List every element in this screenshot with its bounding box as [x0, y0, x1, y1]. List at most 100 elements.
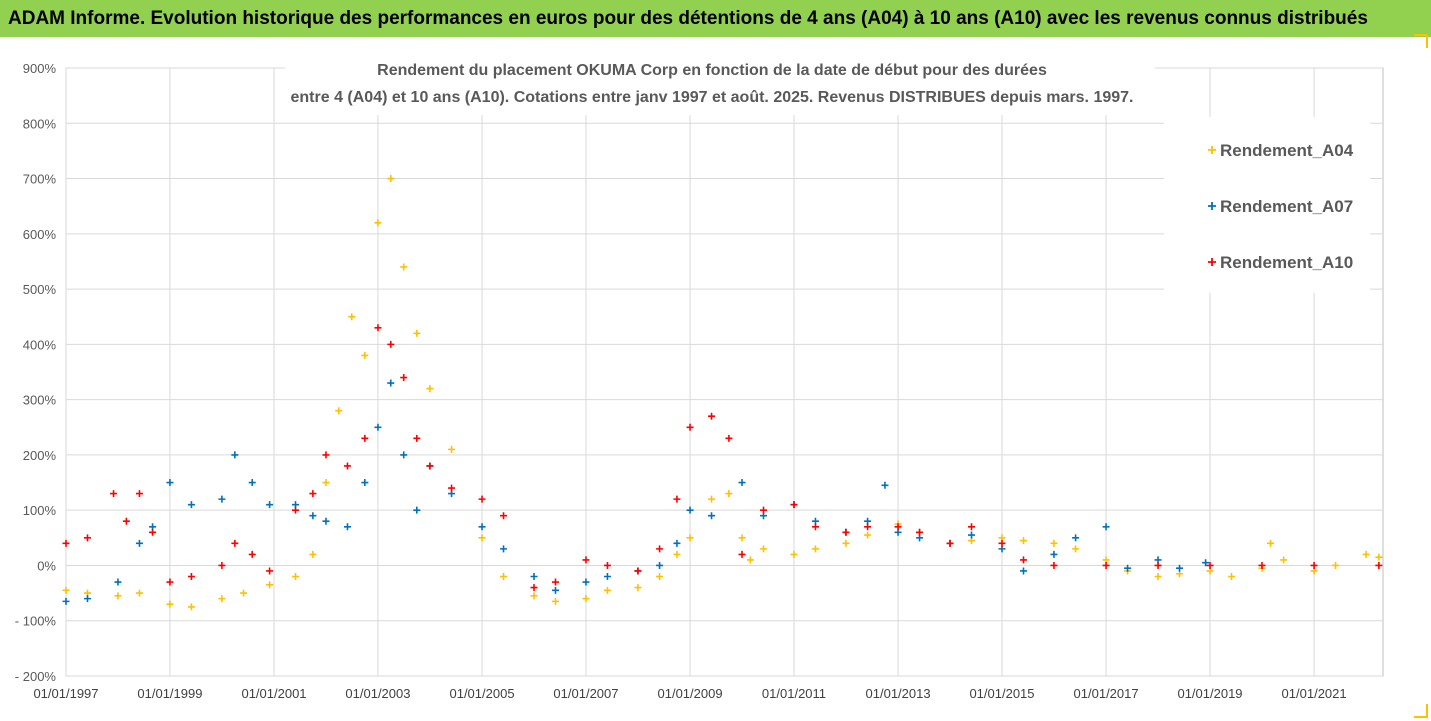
data-point — [122, 517, 130, 525]
data-point — [166, 479, 174, 487]
data-point — [686, 534, 694, 542]
data-point — [400, 263, 408, 271]
data-point — [361, 351, 369, 359]
data-point — [551, 586, 559, 594]
data-point — [1202, 559, 1210, 567]
corner-bottom-right — [1414, 704, 1428, 718]
data-point — [343, 523, 351, 531]
data-point — [478, 534, 486, 542]
data-point — [582, 556, 590, 564]
data-point — [1050, 539, 1058, 547]
data-point — [1050, 550, 1058, 558]
x-axis-ticks: 01/01/1997 01/01/1999 01/01/2001 01/01/2003… — [33, 686, 1346, 701]
data-point — [166, 578, 174, 586]
data-point — [673, 550, 681, 558]
data-point — [530, 584, 538, 592]
y-tick-label: 300% — [23, 393, 57, 408]
data-point — [166, 600, 174, 608]
data-point — [760, 545, 768, 553]
data-point — [811, 523, 819, 531]
series-Rendement_A07 — [62, 379, 1210, 605]
data-point — [83, 595, 91, 603]
data-point — [746, 556, 754, 564]
series-Rendement_A04 — [62, 175, 1383, 611]
data-point — [309, 550, 317, 558]
data-point — [231, 539, 239, 547]
data-point — [1154, 573, 1162, 581]
legend-marker — [1208, 146, 1216, 154]
data-point — [842, 539, 850, 547]
data-point — [790, 550, 798, 558]
x-tick-label: 01/01/2005 — [449, 686, 514, 701]
data-point — [266, 567, 274, 575]
data-point — [603, 573, 611, 581]
data-point — [292, 573, 300, 581]
data-point — [62, 597, 70, 605]
x-tick-label: 01/01/2007 — [553, 686, 618, 701]
data-point — [374, 324, 382, 332]
series-layer — [62, 175, 1383, 611]
data-point — [725, 434, 733, 442]
data-point — [1332, 561, 1340, 569]
data-point — [387, 175, 395, 183]
data-point — [62, 539, 70, 547]
x-tick-label: 01/01/1997 — [33, 686, 98, 701]
legend-label: Rendement_A04 — [1220, 141, 1354, 160]
data-point — [603, 561, 611, 569]
data-point — [361, 434, 369, 442]
data-point — [114, 578, 122, 586]
data-point — [413, 434, 421, 442]
data-point — [686, 423, 694, 431]
data-point — [135, 539, 143, 547]
data-point — [708, 412, 716, 420]
data-point — [335, 407, 343, 415]
data-point — [790, 501, 798, 509]
data-point — [634, 567, 642, 575]
data-point — [240, 589, 248, 597]
y-tick-label: 400% — [23, 337, 57, 352]
x-tick-label: 01/01/2013 — [866, 686, 931, 701]
data-point — [448, 484, 456, 492]
chart-legend: Rendement_A04 Rendement_A07 Rendement_A10 — [1164, 117, 1370, 293]
data-point — [603, 586, 611, 594]
data-point — [760, 506, 768, 514]
data-point — [426, 385, 434, 393]
data-point — [738, 534, 746, 542]
data-point — [387, 379, 395, 387]
data-point — [110, 490, 118, 498]
data-point — [187, 501, 195, 509]
data-point — [218, 561, 226, 569]
data-point — [1102, 523, 1110, 531]
data-point — [842, 528, 850, 536]
data-point — [135, 490, 143, 498]
data-point — [582, 578, 590, 586]
y-tick-label: - 100% — [15, 614, 57, 629]
data-point — [1375, 561, 1383, 569]
data-point — [708, 512, 716, 520]
data-point — [708, 495, 716, 503]
data-point — [551, 597, 559, 605]
data-point — [1258, 561, 1266, 569]
data-point — [348, 313, 356, 321]
data-point — [634, 584, 642, 592]
x-tick-label: 01/01/2017 — [1074, 686, 1139, 701]
y-tick-label: 500% — [23, 282, 57, 297]
data-point — [149, 528, 157, 536]
data-point — [656, 545, 664, 553]
data-point — [1176, 564, 1184, 572]
data-point — [656, 561, 664, 569]
data-point — [500, 573, 508, 581]
data-point — [738, 550, 746, 558]
data-point — [686, 506, 694, 514]
data-point — [187, 573, 195, 581]
y-tick-label: 100% — [23, 503, 57, 518]
data-point — [248, 550, 256, 558]
data-point — [413, 329, 421, 337]
chart-title-block: Rendement du placement OKUMA Corp en fon… — [285, 55, 1155, 115]
y-tick-label: 200% — [23, 448, 57, 463]
data-point — [530, 592, 538, 600]
data-point — [218, 595, 226, 603]
data-point — [1267, 539, 1275, 547]
data-point — [478, 523, 486, 531]
